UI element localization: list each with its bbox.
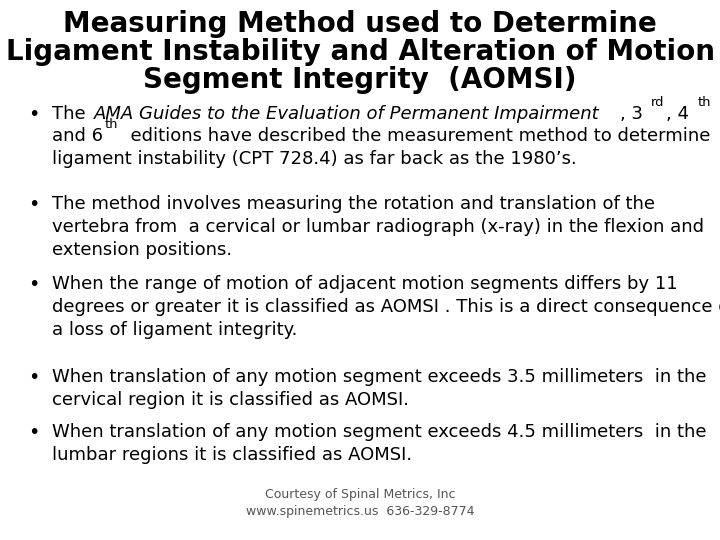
Text: The method involves measuring the rotation and translation of the
vertebra from : The method involves measuring the rotati… <box>52 195 704 259</box>
Text: rd: rd <box>651 96 665 109</box>
Text: Measuring Method used to Determine: Measuring Method used to Determine <box>63 10 657 38</box>
Text: editions have described the measurement method to determine: editions have described the measurement … <box>120 127 711 145</box>
Text: Courtesy of Spinal Metrics, Inc
www.spinemetrics.us  636-329-8774: Courtesy of Spinal Metrics, Inc www.spin… <box>246 488 474 518</box>
Text: •: • <box>28 195 40 214</box>
Text: •: • <box>28 275 40 294</box>
Text: th: th <box>698 96 711 109</box>
Text: •: • <box>28 423 40 442</box>
Text: ligament instability (CPT 728.4) as far back as the 1980’s.: ligament instability (CPT 728.4) as far … <box>52 150 577 168</box>
Text: AMA Guides to the Evaluation of Permanent Impairment: AMA Guides to the Evaluation of Permanen… <box>94 105 600 123</box>
Text: th: th <box>104 118 118 131</box>
Text: Segment Integrity  (AOMSI): Segment Integrity (AOMSI) <box>143 66 577 94</box>
Text: •: • <box>28 368 40 387</box>
Text: , 4: , 4 <box>666 105 689 123</box>
Text: ,5: ,5 <box>713 105 720 123</box>
Text: •: • <box>28 105 40 124</box>
Text: When translation of any motion segment exceeds 3.5 millimeters  in the
cervical : When translation of any motion segment e… <box>52 368 706 409</box>
Text: When the range of motion of adjacent motion segments differs by 11
degrees or gr: When the range of motion of adjacent mot… <box>52 275 720 339</box>
Text: and 6: and 6 <box>52 127 103 145</box>
Text: When translation of any motion segment exceeds 4.5 millimeters  in the
lumbar re: When translation of any motion segment e… <box>52 423 706 464</box>
Text: The: The <box>52 105 91 123</box>
Text: Ligament Instability and Alteration of Motion: Ligament Instability and Alteration of M… <box>6 38 714 66</box>
Text: , 3: , 3 <box>620 105 643 123</box>
